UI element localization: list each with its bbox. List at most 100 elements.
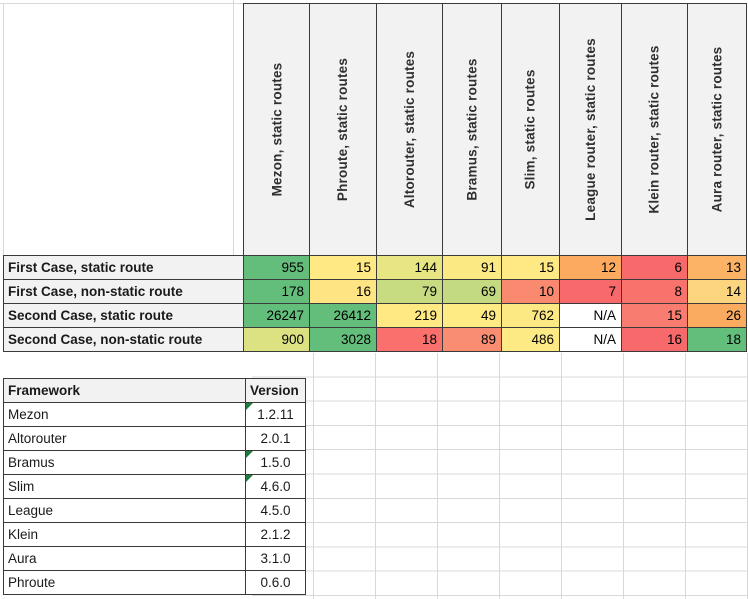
- benchmark-cell[interactable]: 16: [309, 279, 377, 304]
- table-row: Second Case, non-static route 900 3028 1…: [3, 327, 747, 352]
- benchmark-cell[interactable]: 15: [309, 255, 377, 280]
- table-row: League 4.5.0: [3, 498, 306, 523]
- version-value: 4.6.0: [260, 479, 291, 494]
- framework-name-cell[interactable]: Aura: [3, 546, 246, 571]
- benchmark-cell[interactable]: 15: [621, 303, 688, 328]
- column-header-slim[interactable]: Slim, static routes: [501, 3, 560, 256]
- table-row: Aura 3.1.0: [3, 546, 306, 571]
- version-value: 0.6.0: [260, 575, 291, 590]
- cell-note-flag-icon: [246, 403, 253, 410]
- framework-name-cell[interactable]: Mezon: [3, 402, 246, 427]
- benchmark-cell[interactable]: 49: [442, 303, 502, 328]
- column-header-label: Mezon, static routes: [269, 62, 284, 197]
- table-row: Klein 2.1.2: [3, 522, 306, 547]
- column-header-mezon[interactable]: Mezon, static routes: [243, 3, 310, 256]
- version-value: 2.0.1: [260, 431, 291, 446]
- cell-note-flag-icon: [246, 451, 253, 458]
- row-label-cell[interactable]: Second Case, static route: [3, 303, 244, 328]
- framework-name-cell[interactable]: Slim: [3, 474, 246, 499]
- gridline-top: [0, 3, 243, 4]
- column-header-label: League router, static routes: [583, 38, 598, 221]
- table-row: Mezon 1.2.11: [3, 402, 306, 427]
- header-row: Mezon, static routes Phroute, static rou…: [4, 3, 747, 256]
- benchmark-cell[interactable]: 79: [376, 279, 443, 304]
- framework-name-cell[interactable]: Klein: [3, 522, 246, 547]
- table-row: First Case, static route 955 15 144 91 1…: [3, 255, 747, 280]
- version-header-cell[interactable]: Version: [245, 378, 306, 403]
- row-label-cell[interactable]: First Case, non-static route: [3, 279, 244, 304]
- row-label-cell[interactable]: Second Case, non-static route: [3, 327, 244, 352]
- version-value-cell[interactable]: 3.1.0: [245, 546, 306, 571]
- column-header-klein-router[interactable]: Klein router, static routes: [621, 3, 688, 256]
- version-value-cell[interactable]: 1.5.0: [245, 450, 306, 475]
- benchmark-cell[interactable]: 89: [442, 327, 502, 352]
- version-value-cell[interactable]: 4.6.0: [245, 474, 306, 499]
- benchmark-cell[interactable]: 3028: [309, 327, 377, 352]
- table-row: Slim 4.6.0: [3, 474, 306, 499]
- benchmark-cell[interactable]: 26412: [309, 303, 377, 328]
- framework-name-cell[interactable]: Bramus: [3, 450, 246, 475]
- table-row: Bramus 1.5.0: [3, 450, 306, 475]
- benchmark-cell[interactable]: 144: [376, 255, 443, 280]
- column-header-label: Klein router, static routes: [647, 45, 663, 214]
- benchmark-cell[interactable]: 18: [376, 327, 443, 352]
- column-header-bramus[interactable]: Bramus, static routes: [442, 3, 502, 256]
- benchmark-cell[interactable]: 178: [243, 279, 310, 304]
- benchmark-cell[interactable]: 762: [501, 303, 560, 328]
- framework-version-table: Framework Version Mezon 1.2.11 Altoroute…: [3, 378, 306, 595]
- row-label-cell[interactable]: First Case, static route: [3, 255, 244, 280]
- table-row: Phroute 0.6.0: [3, 570, 306, 595]
- column-header-label: Bramus, static routes: [464, 58, 480, 201]
- benchmark-cell[interactable]: 8: [621, 279, 688, 304]
- version-value-cell[interactable]: 2.1.2: [245, 522, 306, 547]
- table-row: First Case, non-static route 178 16 79 6…: [3, 279, 747, 304]
- benchmark-cell[interactable]: 18: [687, 327, 747, 352]
- benchmark-cell[interactable]: 219: [376, 303, 443, 328]
- header-row: Framework Version: [3, 378, 306, 403]
- benchmark-cell[interactable]: 16: [621, 327, 688, 352]
- version-value-cell[interactable]: 0.6.0: [245, 570, 306, 595]
- benchmark-cell[interactable]: 13: [687, 255, 747, 280]
- column-header-label: Slim, static routes: [523, 69, 538, 190]
- version-value-cell[interactable]: 1.2.11: [245, 402, 306, 427]
- column-header-label: Aura router, static routes: [709, 46, 725, 213]
- version-value: 2.1.2: [260, 527, 291, 542]
- framework-header-cell[interactable]: Framework: [3, 378, 246, 403]
- benchmark-cell[interactable]: 14: [687, 279, 747, 304]
- version-value-cell[interactable]: 2.0.1: [245, 426, 306, 451]
- version-value: 1.2.11: [257, 407, 294, 422]
- framework-name-cell[interactable]: League: [3, 498, 246, 523]
- benchmark-cell[interactable]: 955: [243, 255, 310, 280]
- benchmark-cell[interactable]: 486: [501, 327, 560, 352]
- benchmark-cell[interactable]: 10: [501, 279, 560, 304]
- benchmark-cell[interactable]: 26: [687, 303, 747, 328]
- benchmark-cell[interactable]: 26247: [243, 303, 310, 328]
- version-value: 3.1.0: [260, 551, 291, 566]
- column-header-label: Altorouter, static routes: [402, 50, 417, 209]
- benchmark-cell[interactable]: 15: [501, 255, 560, 280]
- benchmark-table: Mezon, static routes Phroute, static rou…: [3, 3, 747, 352]
- column-header-league-router[interactable]: League router, static routes: [559, 3, 622, 256]
- gridlines: [252, 353, 748, 599]
- column-header-label: Phroute, static routes: [335, 57, 351, 202]
- framework-name-cell[interactable]: Altorouter: [3, 426, 246, 451]
- column-header-altorouter[interactable]: Altorouter, static routes: [376, 3, 443, 256]
- column-header-aura-router[interactable]: Aura router, static routes: [687, 3, 747, 256]
- gridline-left: [3, 3, 4, 258]
- framework-name-cell[interactable]: Phroute: [3, 570, 246, 595]
- version-value: 4.5.0: [260, 503, 291, 518]
- column-header-phroute[interactable]: Phroute, static routes: [309, 3, 377, 256]
- version-value: 1.5.0: [260, 455, 291, 470]
- benchmark-cell[interactable]: N/A: [559, 303, 622, 328]
- cell-note-flag-icon: [246, 475, 253, 482]
- benchmark-cell[interactable]: 12: [559, 255, 622, 280]
- benchmark-cell[interactable]: 900: [243, 327, 310, 352]
- version-value-cell[interactable]: 4.5.0: [245, 498, 306, 523]
- benchmark-cell[interactable]: 69: [442, 279, 502, 304]
- benchmark-cell[interactable]: 7: [559, 279, 622, 304]
- table-row: Second Case, static route 26247 26412 21…: [3, 303, 747, 328]
- benchmark-cell[interactable]: N/A: [559, 327, 622, 352]
- benchmark-cell[interactable]: 91: [442, 255, 502, 280]
- benchmark-cell[interactable]: 6: [621, 255, 688, 280]
